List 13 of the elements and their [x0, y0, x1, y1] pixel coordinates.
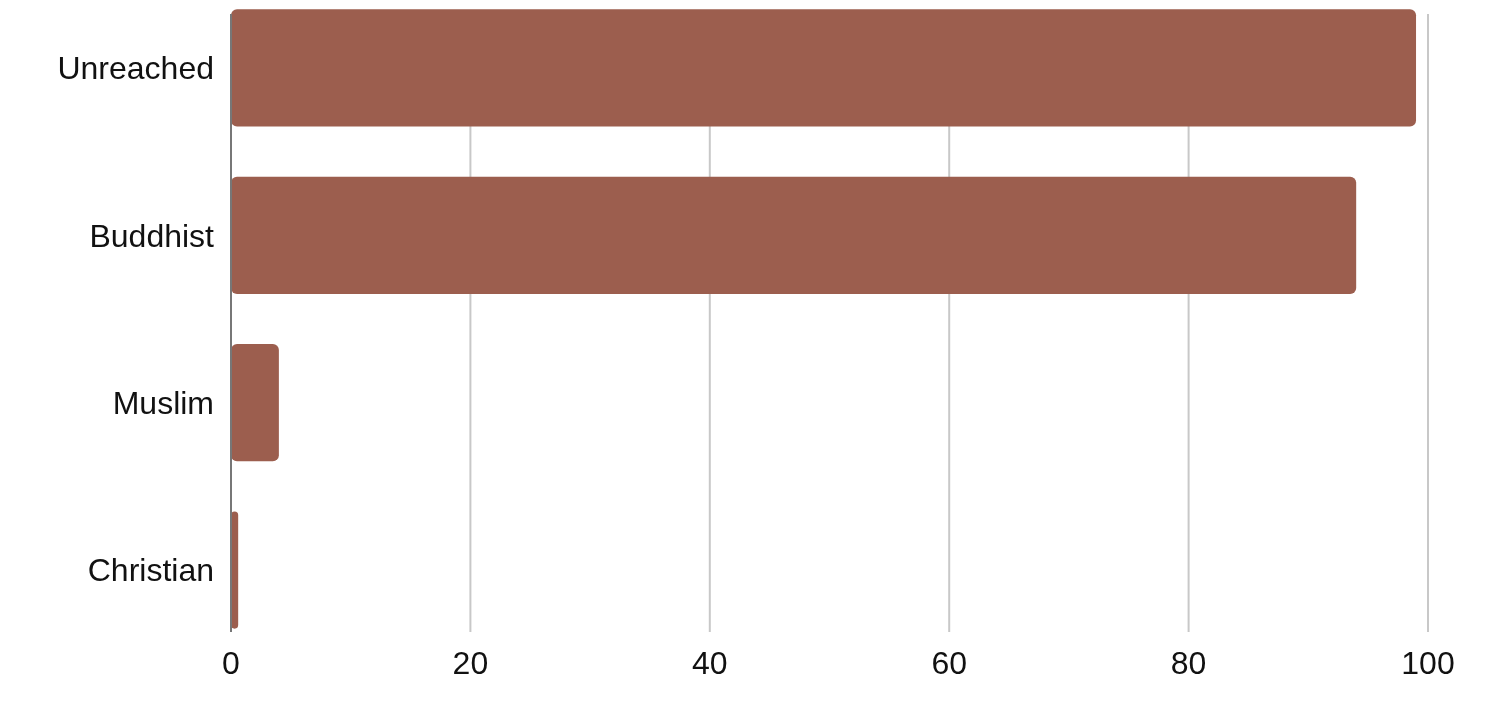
bar [231, 176, 1357, 294]
x-tick-label: 20 [452, 645, 489, 681]
y-tick-label: Christian [87, 552, 214, 589]
x-tick-label: 100 [1401, 645, 1455, 681]
x-tick-label: 40 [692, 645, 728, 681]
x-tick-label: 60 [931, 645, 967, 681]
x-tick-label: 80 [1170, 645, 1207, 681]
y-tick-label: Unreached [57, 50, 214, 87]
x-tick-label: 0 [222, 645, 240, 681]
bar [231, 344, 279, 462]
y-tick-label: Buddhist [89, 217, 215, 254]
y-tick-label: Muslim [112, 384, 214, 421]
bar [231, 9, 1417, 127]
